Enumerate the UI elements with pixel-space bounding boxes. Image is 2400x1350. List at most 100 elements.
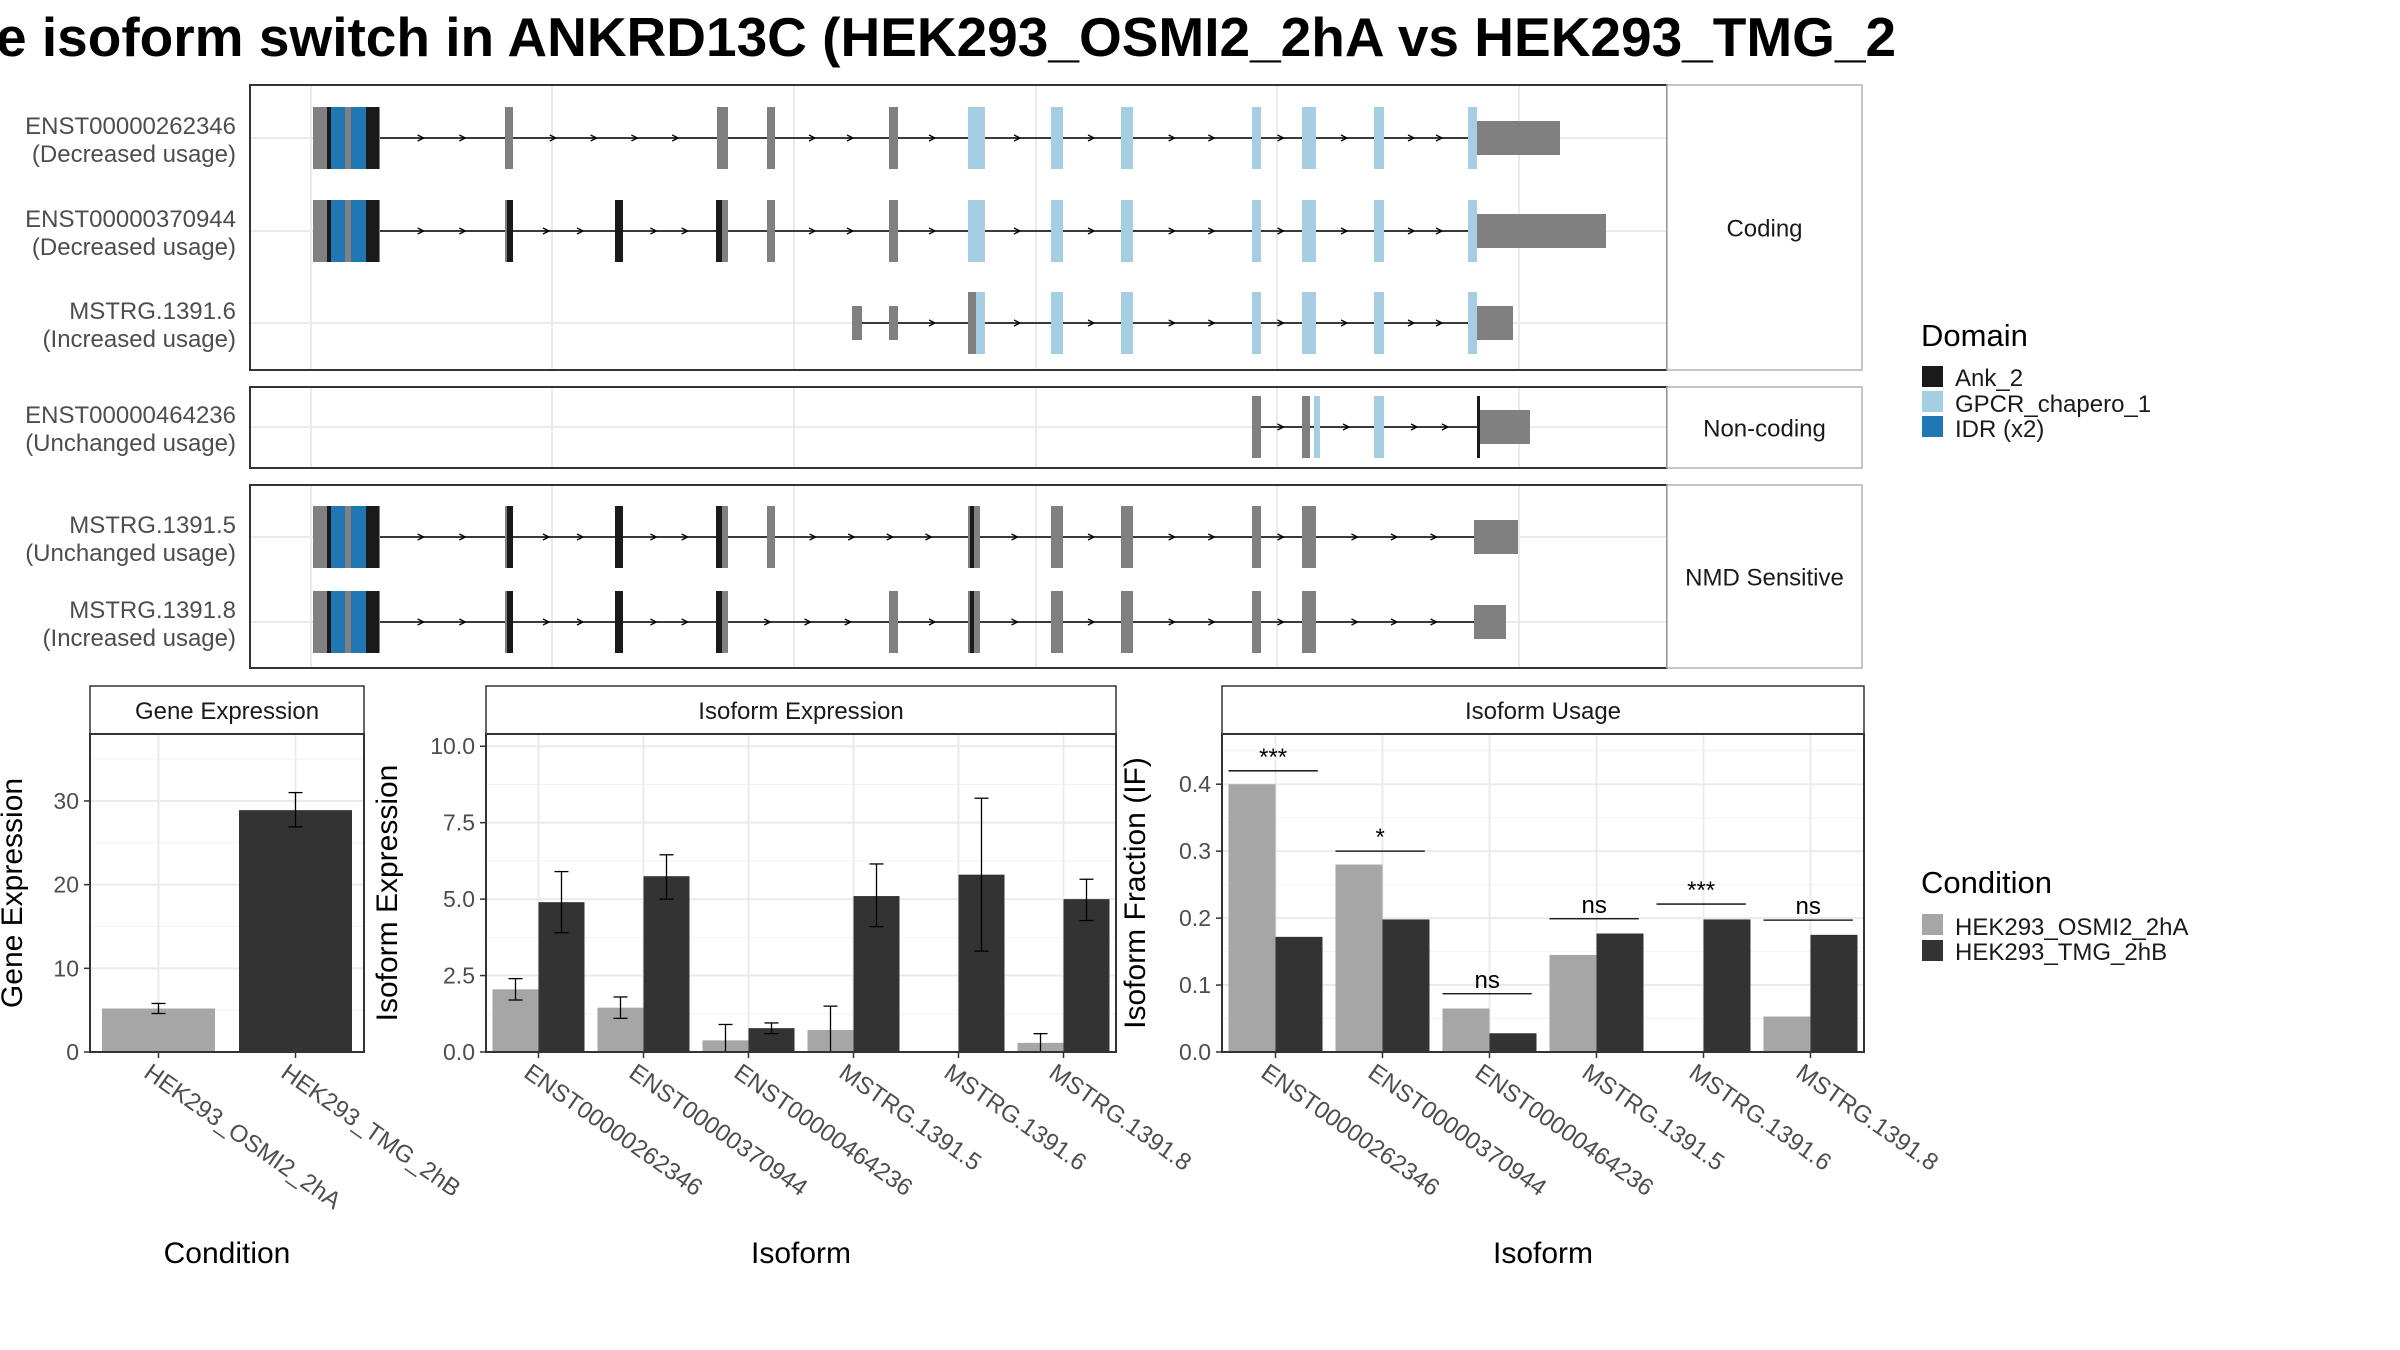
bar xyxy=(643,876,690,1052)
intron-arrow xyxy=(671,134,680,142)
intron-arrow xyxy=(1430,618,1438,626)
domain-idr xyxy=(351,200,366,262)
domain-ank2 xyxy=(366,506,379,568)
domain-ank2 xyxy=(615,591,623,653)
exon-cds xyxy=(889,591,898,653)
y-tick-label: 30 xyxy=(53,788,79,814)
significance-label: ns xyxy=(1474,967,1499,994)
transcript-usage: (Decreased usage) xyxy=(32,234,236,261)
y-axis-label: Gene Expression xyxy=(0,778,29,1008)
transcript-id: ENST00000370944 xyxy=(25,206,236,233)
plot-border xyxy=(1221,733,1865,1053)
significance-label: * xyxy=(1375,824,1384,851)
exon-cds xyxy=(717,506,728,568)
domain-ank2 xyxy=(716,591,722,653)
intron-arrow xyxy=(886,533,895,541)
intron-arrow xyxy=(808,134,817,142)
panel-strip-label: Coding xyxy=(1726,216,1802,243)
intron-arrow xyxy=(1407,227,1416,235)
intron-arrow xyxy=(1087,227,1096,235)
domain-gpcr xyxy=(1252,200,1261,262)
intron-arrow xyxy=(1430,533,1438,541)
intron-arrow xyxy=(1208,319,1216,327)
intron-arrow xyxy=(417,618,426,626)
intron-arrow xyxy=(1208,618,1216,626)
transcript-id: MSTRG.1391.5 xyxy=(69,512,236,539)
chart-title: Isoform Usage xyxy=(1465,698,1621,725)
transcript-usage: (Unchanged usage) xyxy=(25,430,236,457)
intron-arrow xyxy=(1435,319,1444,327)
exon-cds xyxy=(1121,591,1133,653)
y-tick-label: 10 xyxy=(53,955,79,981)
domain-idr xyxy=(351,591,366,653)
intron-arrow xyxy=(650,533,658,541)
intron-arrow xyxy=(1013,319,1022,327)
domain-ank2 xyxy=(716,506,722,568)
domain-ank2 xyxy=(366,107,379,169)
isoform-expression-chart: Isoform Expression 0.0 2.5 5.0 7.5 10.0 Isofor… xyxy=(371,685,1196,1270)
intron-arrow xyxy=(459,618,467,626)
intron-arrow xyxy=(681,618,690,626)
intron-arrow xyxy=(576,227,585,235)
y-tick-label: 0.1 xyxy=(1179,972,1211,998)
domain-gpcr xyxy=(1051,292,1063,354)
intron-arrow xyxy=(1011,618,1019,626)
intron-arrow xyxy=(549,134,558,142)
bar xyxy=(1275,936,1323,1052)
transcript-id: ENST00000464236 xyxy=(25,402,236,429)
domain-gpcr xyxy=(1051,200,1063,262)
domain-idr xyxy=(331,107,345,169)
structure-panel-2: NMD Sensitive MSTRG.1391.5(Unchanged usag… xyxy=(25,484,1863,669)
exon-utr3 xyxy=(1477,121,1560,155)
x-axis-label: Isoform xyxy=(751,1237,851,1270)
x-tick-label: ENST00000464236 xyxy=(1470,1059,1658,1202)
exon-cds xyxy=(505,107,513,169)
intron-arrow xyxy=(1407,134,1416,142)
significance-label: ns xyxy=(1581,892,1606,919)
panel-strip xyxy=(1666,386,1863,469)
plot-border xyxy=(485,733,1117,1053)
intron-arrow xyxy=(1390,533,1399,541)
exon-cds xyxy=(1252,591,1261,653)
domain-ank2 xyxy=(716,200,722,262)
domain-gpcr xyxy=(1468,107,1477,169)
y-tick-label: 10.0 xyxy=(430,733,475,759)
domain-gpcr xyxy=(1121,292,1133,354)
intron-arrow xyxy=(928,134,937,142)
x-tick-label: ENST00000464236 xyxy=(729,1059,917,1202)
intron-arrow xyxy=(542,533,551,541)
domain-gpcr xyxy=(1051,107,1063,169)
intron-arrow xyxy=(1087,533,1096,541)
exon-cds xyxy=(767,506,775,568)
panel-strip xyxy=(1666,484,1863,669)
domain-gpcr xyxy=(1374,292,1384,354)
legend-label-ank2: Ank_2 xyxy=(1955,365,2023,392)
x-tick-label: ENST00000262346 xyxy=(519,1059,707,1202)
domain-ank2 xyxy=(327,591,331,653)
domain-gpcr xyxy=(1121,200,1133,262)
bar xyxy=(1596,933,1644,1052)
intron-arrow xyxy=(804,618,812,626)
domain-ank2 xyxy=(970,506,974,568)
domain-gpcr xyxy=(1302,200,1316,262)
transcript-usage: (Increased usage) xyxy=(43,625,236,652)
domain-gpcr xyxy=(1252,292,1261,354)
legend-label-tmg: HEK293_TMG_2hB xyxy=(1955,939,2167,966)
intron-arrow xyxy=(1277,618,1285,626)
intron-arrow xyxy=(681,533,690,541)
domain-ank2 xyxy=(366,591,379,653)
intron-arrow xyxy=(1013,227,1022,235)
domain-legend-title: Domain xyxy=(1921,318,2028,353)
intron-arrow xyxy=(542,227,551,235)
transcript-id: MSTRG.1391.6 xyxy=(69,298,236,325)
domain-ank2 xyxy=(327,506,331,568)
intron-arrow xyxy=(928,319,937,327)
intron-arrow xyxy=(1087,134,1096,142)
y-tick-label: 7.5 xyxy=(443,810,475,836)
bar xyxy=(1763,1016,1811,1052)
exon-cds xyxy=(1302,591,1316,653)
exon-cds xyxy=(1051,591,1063,653)
plot-border xyxy=(89,733,365,1053)
exon-cds xyxy=(1252,396,1261,458)
